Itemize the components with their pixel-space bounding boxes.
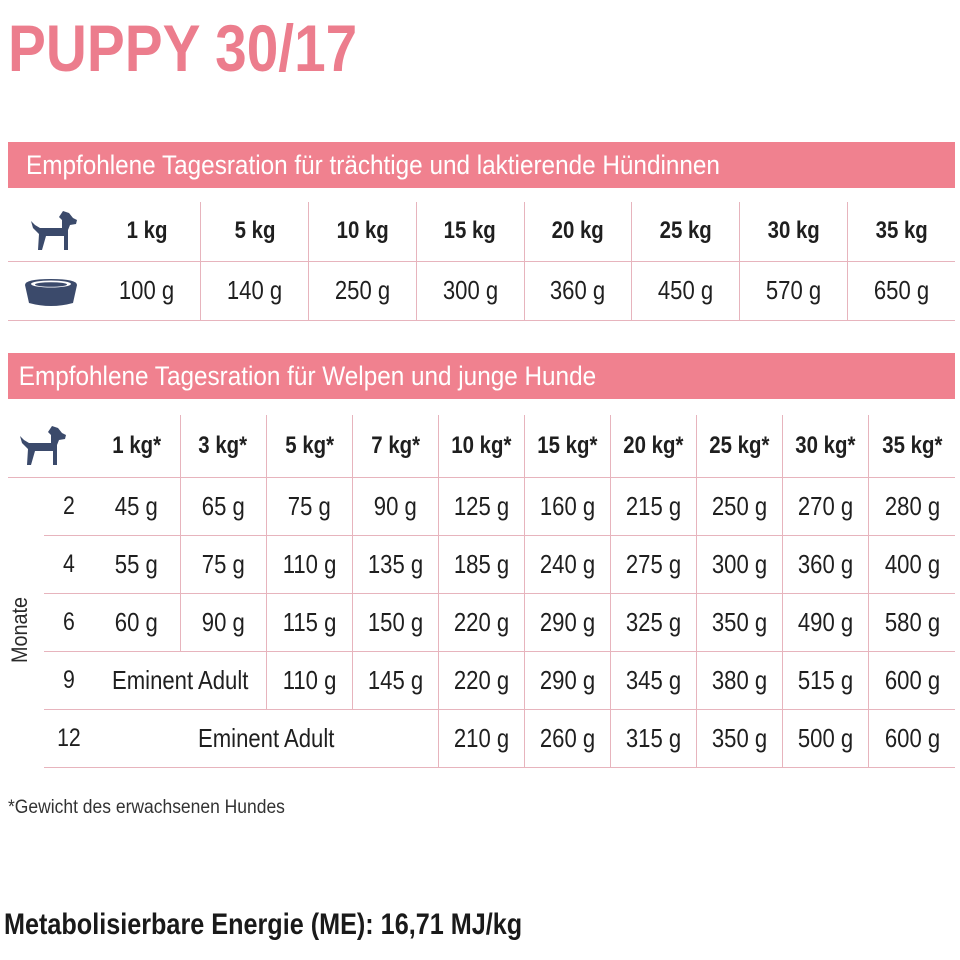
age-label-spacer (8, 477, 44, 767)
pregnant-ration-table: 1 kg 5 kg 10 kg 15 kg 20 kg 25 kg 30 kg … (8, 202, 955, 321)
weight-cell: 25 kg (631, 202, 740, 261)
age-cell: 6 (44, 593, 94, 652)
weight-cell: 30 kg (739, 202, 848, 261)
amount-cell: 220 g (438, 593, 525, 652)
amount-cell: 55 g (94, 535, 181, 594)
amount-cell: 345 g (610, 651, 698, 710)
amount-cell: 450 g (631, 260, 740, 321)
weight-cell: 1 kg* (94, 415, 181, 478)
age-cell: 4 (44, 535, 94, 594)
amount-cell: 580 g (868, 593, 955, 652)
amount-cell: 350 g (696, 709, 784, 768)
amount-cell: 300 g (696, 535, 784, 594)
dog-icon (8, 415, 94, 478)
food-bowl-icon (8, 260, 93, 321)
amount-cell: 325 g (610, 593, 698, 652)
weight-cell: 30 kg* (782, 415, 870, 478)
amount-cell: 250 g (696, 477, 784, 536)
energy-value: Metabolisierbare Energie (ME): 16,71 MJ/… (4, 908, 523, 941)
age-cell: 9 (44, 651, 94, 710)
weight-cell: 5 kg (200, 202, 309, 261)
amount-cell: 45 g (94, 477, 181, 536)
amount-cell: 75 g (180, 535, 267, 594)
page-title: PUPPY 30/17 (8, 11, 358, 85)
amount-cell: 90 g (352, 477, 439, 536)
table-row: 2 45 g 65 g 75 g 90 g 125 g 160 g 215 g … (8, 477, 955, 536)
amount-cell: 150 g (352, 593, 439, 652)
amount-cell: 140 g (200, 260, 309, 321)
puppy-ration-table: 1 kg* 3 kg* 5 kg* 7 kg* 10 kg* 15 kg* 20… (8, 415, 955, 768)
amount-cell: 220 g (438, 651, 525, 710)
amount-cell: 380 g (696, 651, 784, 710)
weight-cell: 10 kg (308, 202, 417, 261)
amount-cell: 110 g (266, 651, 353, 710)
age-cell: 2 (44, 477, 94, 536)
amount-cell: 125 g (438, 477, 525, 536)
amount-cell: 260 g (524, 709, 612, 768)
weight-cell: 35 kg (875, 217, 928, 245)
amount-cell: 500 g (782, 709, 870, 768)
table-row: 9 Eminent Adult 110 g 145 g 220 g 290 g … (8, 651, 955, 710)
merged-product-cell: Eminent Adult (94, 709, 439, 768)
dog-icon (8, 202, 93, 261)
weight-cell: 15 kg (416, 202, 525, 261)
table-row: 6 60 g 90 g 115 g 150 g 220 g 290 g 325 … (8, 593, 955, 652)
table-row: 4 55 g 75 g 110 g 135 g 185 g 240 g 275 … (8, 535, 955, 594)
amount-cell: 350 g (696, 593, 784, 652)
footnote: *Gewicht des erwachsenen Hundes (8, 797, 285, 818)
weight-cell: 20 kg* (610, 415, 698, 478)
amount-cell: 360 g (782, 535, 870, 594)
amount-cell: 650 g (847, 260, 955, 321)
amount-cell: 290 g (524, 593, 612, 652)
amount-row: 100 g 140 g 250 g 300 g 360 g 450 g 570 … (8, 260, 955, 321)
amount-cell: 185 g (438, 535, 525, 594)
weight-cell: 35 kg* (868, 415, 955, 478)
amount-cell: 600 g (868, 709, 955, 768)
amount-cell: 280 g (868, 477, 955, 536)
amount-cell: 60 g (94, 593, 181, 652)
weight-cell: 3 kg* (180, 415, 267, 478)
amount-cell: 570 g (739, 260, 848, 321)
amount-cell: 115 g (266, 593, 353, 652)
amount-cell: 135 g (352, 535, 439, 594)
merged-product-cell: Eminent Adult (94, 651, 267, 710)
amount-cell: 75 g (266, 477, 353, 536)
amount-cell: 290 g (524, 651, 612, 710)
weight-cell: 20 kg (524, 202, 633, 261)
amount-cell: 65 g (180, 477, 267, 536)
amount-cell: 110 g (266, 535, 353, 594)
amount-cell: 300 g (416, 260, 525, 321)
amount-cell: 145 g (352, 651, 439, 710)
amount-cell: 600 g (868, 651, 955, 710)
weight-row: 1 kg* 3 kg* 5 kg* 7 kg* 10 kg* 15 kg* 20… (8, 415, 955, 478)
amount-cell: 275 g (610, 535, 698, 594)
weight-row: 1 kg 5 kg 10 kg 15 kg 20 kg 25 kg 30 kg … (8, 202, 955, 261)
weight-cell: 1 kg (93, 202, 202, 261)
weight-cell: 15 kg* (524, 415, 612, 478)
amount-cell: 515 g (782, 651, 870, 710)
amount-cell: 160 g (524, 477, 612, 536)
amount-cell: 315 g (610, 709, 698, 768)
amount-cell: 400 g (868, 535, 955, 594)
amount-cell: 215 g (610, 477, 698, 536)
amount-cell: 270 g (782, 477, 870, 536)
amount-cell: 240 g (524, 535, 612, 594)
amount-cell: 90 g (180, 593, 267, 652)
section-1-heading: Empfohlene Tagesration für trächtige und… (8, 142, 955, 188)
amount-cell: 210 g (438, 709, 525, 768)
section-2-heading: Empfohlene Tagesration für Welpen und ju… (8, 353, 955, 399)
amount-cell: 100 g (93, 260, 202, 321)
age-cell: 12 (44, 709, 94, 768)
amount-cell: 250 g (308, 260, 417, 321)
amount-cell: 360 g (524, 260, 633, 321)
amount-cell: 490 g (782, 593, 870, 652)
weight-cell: 5 kg* (266, 415, 353, 478)
weight-cell: 10 kg* (438, 415, 525, 478)
weight-cell: 25 kg* (696, 415, 784, 478)
weight-cell: 7 kg* (352, 415, 439, 478)
table-row: 12 Eminent Adult 210 g 260 g 315 g 350 g… (8, 709, 955, 768)
